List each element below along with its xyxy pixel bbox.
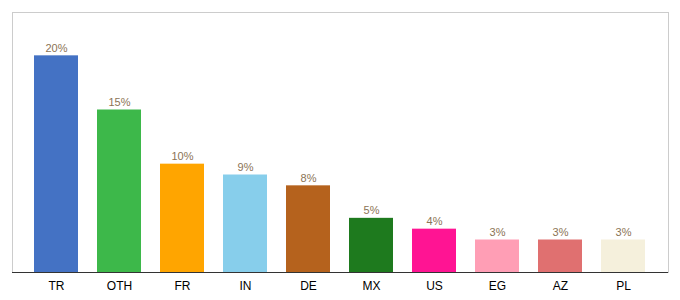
svg-text:US: US bbox=[426, 279, 443, 293]
svg-text:10%: 10% bbox=[171, 150, 193, 162]
svg-text:3%: 3% bbox=[553, 226, 569, 238]
svg-text:8%: 8% bbox=[301, 172, 317, 184]
svg-text:MX: MX bbox=[363, 279, 381, 293]
svg-text:EG: EG bbox=[489, 279, 506, 293]
svg-text:AZ: AZ bbox=[553, 279, 568, 293]
svg-text:DE: DE bbox=[300, 279, 317, 293]
svg-text:20%: 20% bbox=[45, 42, 67, 54]
svg-text:3%: 3% bbox=[490, 226, 506, 238]
svg-text:3%: 3% bbox=[616, 226, 632, 238]
svg-text:FR: FR bbox=[175, 279, 191, 293]
svg-text:TR: TR bbox=[49, 279, 65, 293]
svg-text:15%: 15% bbox=[108, 96, 130, 108]
svg-text:4%: 4% bbox=[427, 215, 443, 227]
svg-text:OTH: OTH bbox=[107, 279, 132, 293]
svg-text:PL: PL bbox=[616, 279, 631, 293]
svg-text:9%: 9% bbox=[238, 161, 254, 173]
svg-text:IN: IN bbox=[240, 279, 252, 293]
svg-text:5%: 5% bbox=[364, 204, 380, 216]
